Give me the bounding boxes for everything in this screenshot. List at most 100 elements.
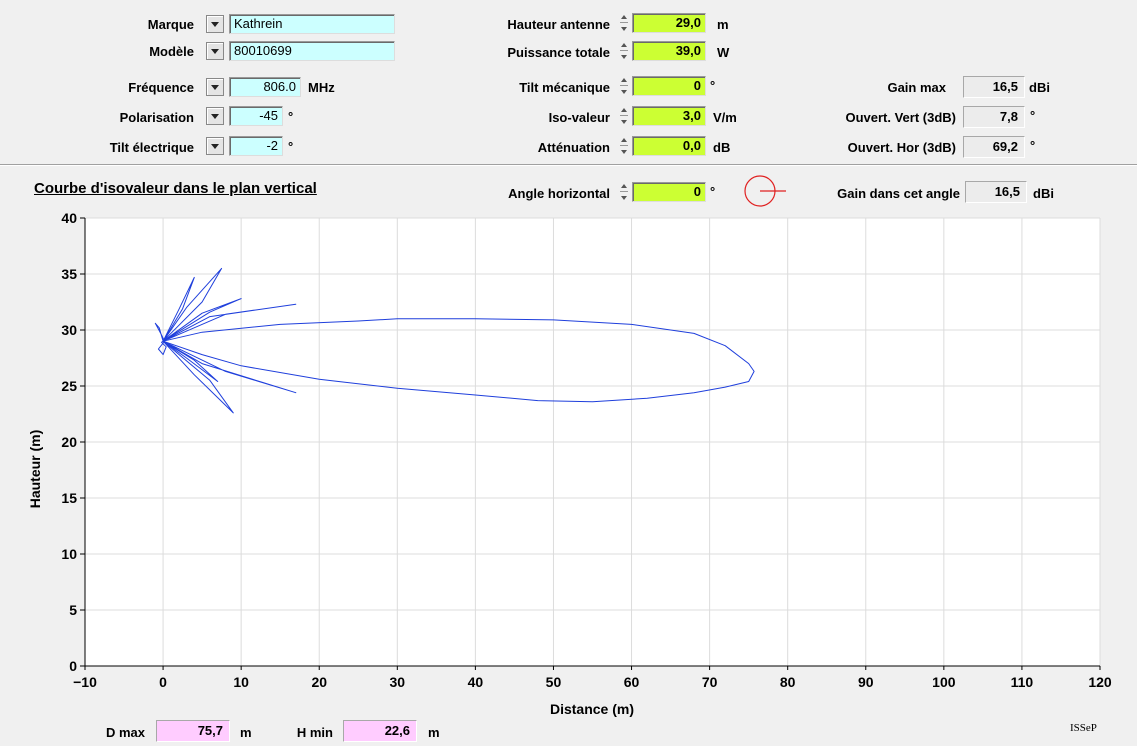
hauteur-antenne-label: Hauteur antenne (507, 17, 610, 32)
h-min-unit: m (428, 725, 440, 740)
frequence-unit: MHz (308, 80, 335, 95)
gain-max-unit: dBi (1029, 80, 1050, 95)
angle-indicator-icon (744, 175, 786, 207)
x-tick-label: 120 (1088, 674, 1112, 690)
attenuation-spinner-icon[interactable] (619, 136, 629, 156)
tilt-electrique-field[interactable]: -2 (229, 136, 283, 156)
iso-valeur-field[interactable]: 3,0 (632, 106, 706, 126)
tilt-mecanique-spinner-icon[interactable] (619, 76, 629, 96)
side-lobe-curve (162, 303, 297, 342)
x-tick-label: 110 (1011, 674, 1034, 690)
x-tick-label: 30 (390, 674, 406, 690)
h-min-value: 22,6 (343, 720, 417, 742)
x-tick-label: 40 (468, 674, 484, 690)
h-min-label: H min (296, 725, 333, 740)
hauteur-antenne-spinner-icon[interactable] (619, 13, 629, 33)
angle-horizontal-label: Angle horizontal (508, 186, 610, 201)
puissance-totale-spinner-icon[interactable] (619, 41, 629, 61)
ouvert-hor-value: 69,2 (963, 136, 1025, 158)
marque-label: Marque (147, 17, 194, 32)
iso-valeur-label: Iso-valeur (548, 110, 610, 125)
hauteur-antenne-field[interactable]: 29,0 (632, 13, 706, 33)
plot-title: Courbe d'isovaleur dans le plan vertical (34, 180, 317, 197)
tilt-mecanique-label: Tilt mécanique (519, 80, 610, 95)
side-lobe-curve (162, 276, 195, 342)
side-lobe-curve (154, 322, 167, 356)
tilt-mecanique-field[interactable]: 0 (632, 76, 706, 96)
y-tick-label: 30 (61, 322, 77, 338)
gain-max-label: Gain max (887, 80, 946, 95)
y-axis-label: Hauteur (m) (27, 430, 43, 509)
hauteur-antenne-unit: m (717, 17, 729, 32)
y-tick-label: 35 (61, 266, 77, 282)
side-lobe-curve (162, 340, 219, 382)
y-tick-label: 5 (69, 602, 77, 618)
ouvert-vert-label: Ouvert. Vert (3dB) (845, 110, 956, 125)
x-tick-label: 60 (624, 674, 640, 690)
ouvert-hor-label: Ouvert. Hor (3dB) (847, 140, 956, 155)
polarisation-label: Polarisation (119, 110, 194, 125)
tilt-mecanique-unit: ° (710, 78, 716, 93)
puissance-totale-unit: W (717, 45, 730, 60)
chart-series (154, 267, 755, 414)
ouvert-vert-value: 7,8 (963, 106, 1025, 128)
modele-field[interactable]: 80010699 (229, 41, 395, 61)
x-axis-label: Distance (m) (550, 701, 634, 717)
issep-logo: ISSeP (1070, 722, 1097, 734)
iso-valeur-spinner-icon[interactable] (619, 106, 629, 126)
ouvert-hor-unit: ° (1030, 138, 1036, 153)
iso-valeur-unit: V/m (713, 110, 737, 125)
tilt-electrique-label: Tilt électrique (109, 140, 194, 155)
x-tick-label: 0 (159, 674, 167, 690)
puissance-totale-label: Puissance totale (507, 45, 610, 60)
x-tick-label: 50 (546, 674, 562, 690)
attenuation-unit: dB (713, 140, 731, 155)
side-lobe-curve (162, 267, 223, 342)
d-max-unit: m (240, 725, 252, 740)
y-tick-label: 20 (61, 434, 77, 450)
marque-field[interactable]: Kathrein (229, 14, 395, 34)
polarisation-dropdown-arrow-icon[interactable] (206, 107, 224, 125)
gain-max-value: 16,5 (963, 76, 1025, 98)
tilt-electrique-unit: ° (288, 139, 294, 154)
frequence-field[interactable]: 806.0 (229, 77, 301, 97)
modele-label: Modèle (149, 44, 194, 59)
attenuation-field[interactable]: 0,0 (632, 136, 706, 156)
marque-dropdown-arrow-icon[interactable] (206, 15, 224, 33)
puissance-totale-field[interactable]: 39,0 (632, 41, 706, 61)
tilt-electrique-dropdown-arrow-icon[interactable] (206, 137, 224, 155)
x-tick-label: −10 (73, 674, 97, 690)
x-tick-label: 20 (311, 674, 327, 690)
y-tick-label: 40 (61, 210, 77, 226)
polarisation-unit: ° (288, 109, 294, 124)
x-tick-label: 90 (858, 674, 874, 690)
y-tick-label: 15 (61, 490, 77, 506)
x-tick-label: 70 (702, 674, 718, 690)
main-lobe-curve (162, 318, 755, 403)
gain-angle-value: 16,5 (965, 181, 1027, 203)
isovalue-chart: −10 0 10 20 30 40 50 60 70 80 90 100 110 120051015202… (27, 210, 1112, 717)
x-tick-label: 80 (780, 674, 796, 690)
x-tick-label: 100 (932, 674, 956, 690)
d-max-value: 75,7 (156, 720, 230, 742)
angle-horizontal-unit: ° (710, 184, 716, 199)
d-max-label: D max (105, 725, 145, 740)
y-tick-label: 10 (61, 546, 77, 562)
polarisation-field[interactable]: -45 (229, 106, 283, 126)
side-lobe-curve (162, 340, 297, 394)
y-tick-label: 25 (61, 378, 77, 394)
side-lobe-curve (162, 298, 242, 342)
attenuation-label: Atténuation (537, 140, 610, 155)
angle-horizontal-spinner-icon[interactable] (619, 182, 629, 202)
modele-dropdown-arrow-icon[interactable] (206, 42, 224, 60)
frequence-dropdown-arrow-icon[interactable] (206, 78, 224, 96)
section-divider (0, 164, 1137, 166)
side-lobe-curve (162, 340, 234, 414)
gain-angle-unit: dBi (1033, 186, 1054, 201)
ouvert-vert-unit: ° (1030, 108, 1036, 123)
angle-horizontal-field[interactable]: 0 (632, 182, 706, 202)
chart-axes: −10 0 10 20 30 40 50 60 70 80 90 100 110 120051015202… (61, 210, 1111, 690)
x-tick-label: 10 (233, 674, 249, 690)
gain-angle-label: Gain dans cet angle (837, 186, 960, 201)
y-tick-label: 0 (69, 658, 77, 674)
